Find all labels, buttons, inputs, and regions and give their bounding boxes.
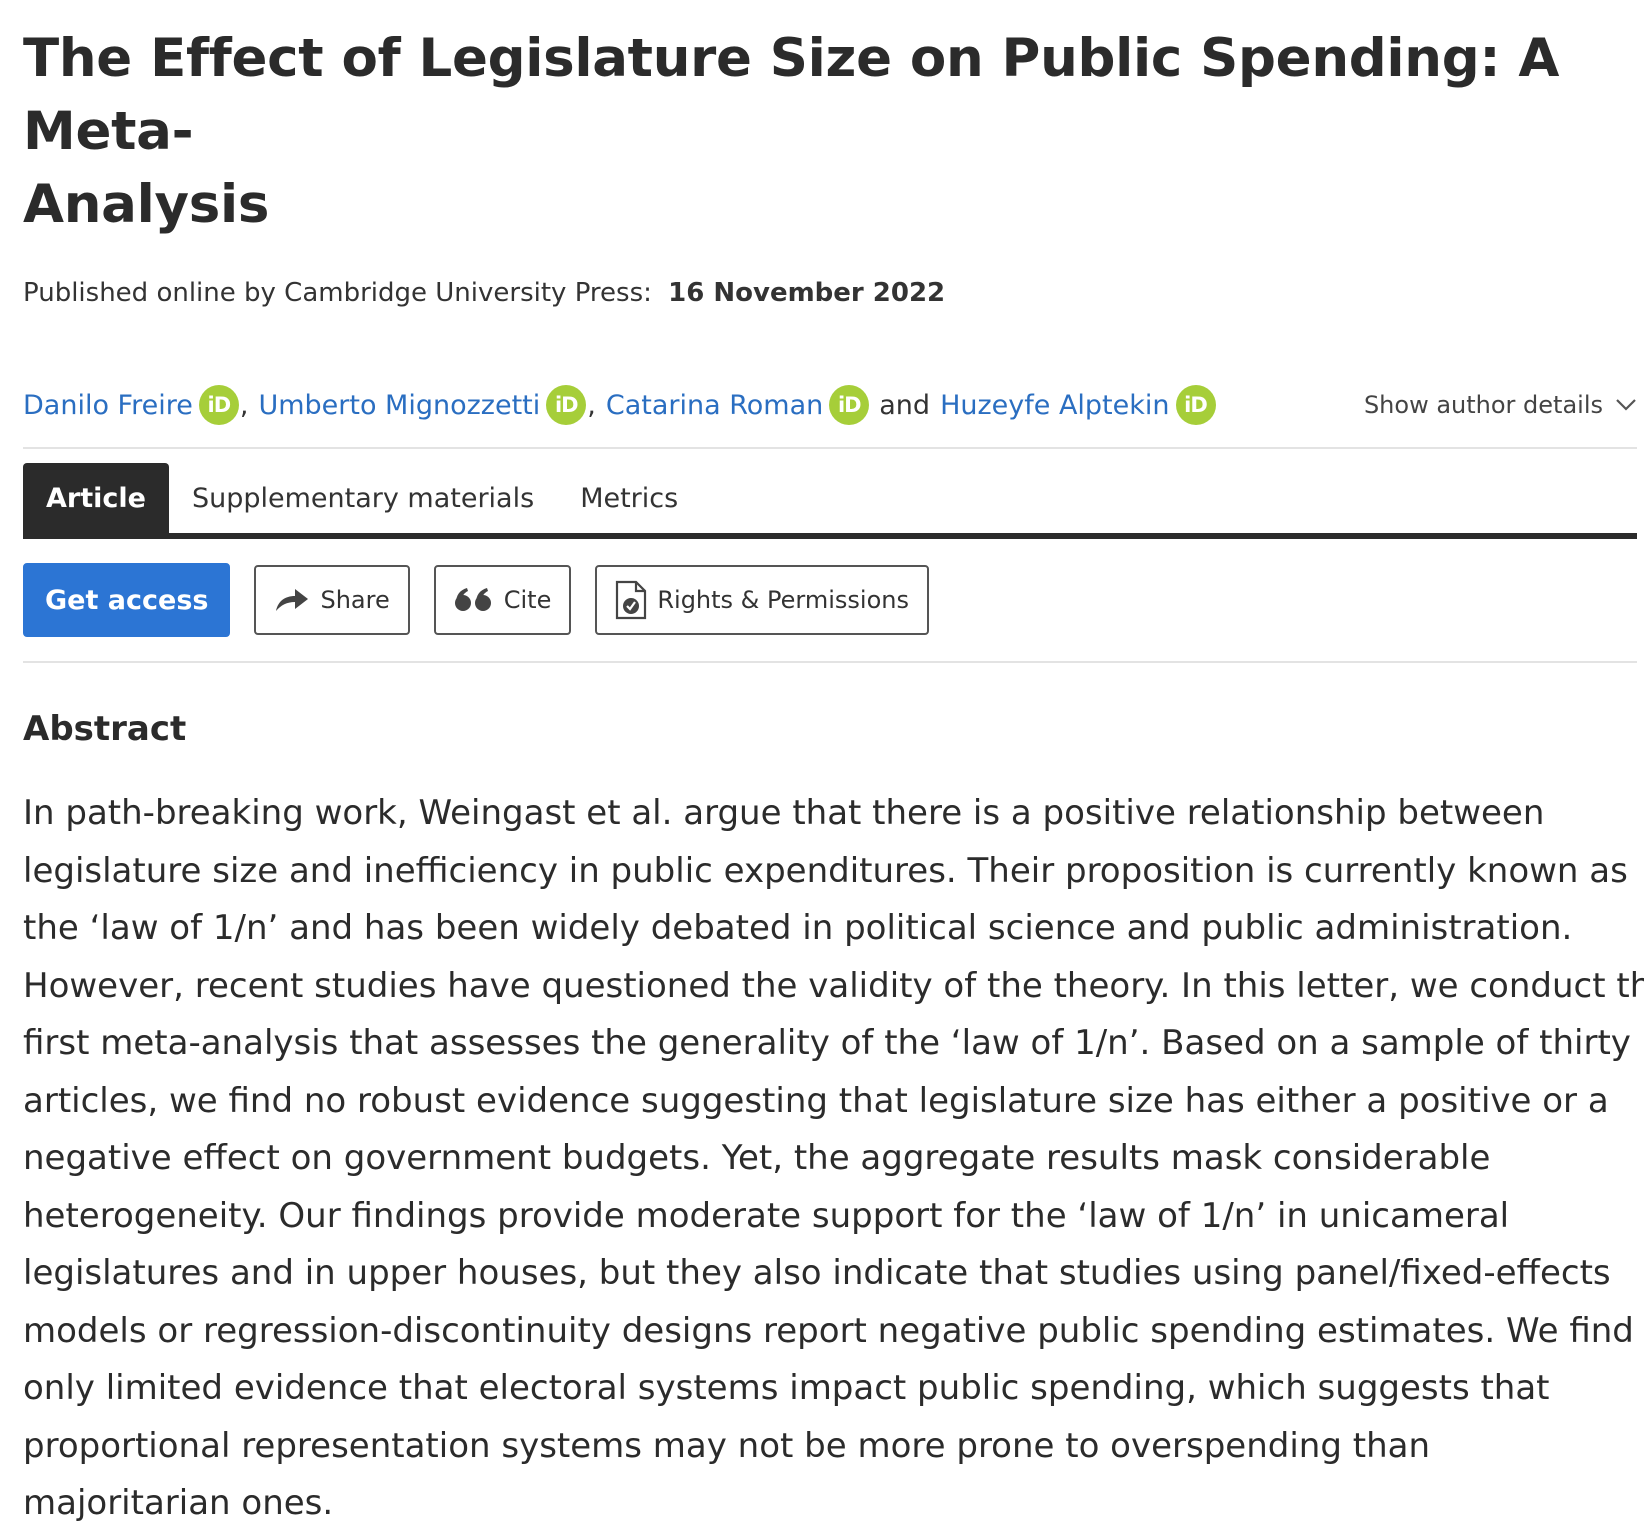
show-author-details-toggle[interactable]: Show author details [1364, 383, 1637, 427]
abstract-line: In path-breaking work, Weingast et al. a… [23, 793, 1545, 833]
abstract-line: only limited evidence that electoral sys… [23, 1368, 1550, 1408]
author-conjunction: and [879, 389, 931, 421]
abstract-line: However, recent studies have questioned … [23, 965, 1644, 1006]
author-separator: , [239, 389, 249, 421]
cite-label: Cite [503, 586, 552, 614]
show-author-details-label: Show author details [1363, 391, 1603, 419]
document-check-icon [615, 580, 647, 620]
abstract-line: legislatures and in upper houses, but th… [23, 1253, 1611, 1293]
chevron-down-icon [1615, 394, 1637, 416]
article-title-line-1: The Effect of Legislature Size on Public… [23, 28, 1560, 162]
get-access-label: Get access [45, 584, 209, 616]
author-link[interactable]: Huzeyfe Alptekin [940, 389, 1170, 421]
orcid-icon[interactable]: iD [1175, 385, 1216, 425]
share-arrow-icon [274, 587, 310, 613]
abstract-line: models or regression-discontinuity desig… [23, 1310, 1634, 1351]
rights-permissions-label: Rights & Permissions [657, 586, 909, 614]
quote-icon [454, 587, 494, 613]
article-title-line-2: Analysis [23, 174, 270, 235]
article-title: The Effect of Legislature Size on Public… [23, 22, 1637, 241]
published-date: 16 November 2022 [668, 278, 946, 308]
author-link[interactable]: Umberto Mignozzetti [258, 389, 541, 421]
abstract-line: articles, we find no robust evidence sug… [23, 1080, 1609, 1121]
orcid-icon[interactable]: iD [829, 385, 870, 425]
author-catarina-roman: Catarina Roman iD [605, 385, 870, 425]
tab-underline [23, 533, 1637, 539]
abstract-line: heterogeneity. Our findings provide mode… [23, 1195, 1510, 1236]
share-button[interactable]: Share [254, 565, 410, 635]
article-tabs: Article Supplementary materials Metrics [23, 463, 1637, 533]
tab-supplementary-materials[interactable]: Supplementary materials [191, 482, 535, 514]
divider [23, 661, 1637, 663]
publication-info: Published online by Cambridge University… [23, 275, 1637, 311]
author-list: Danilo Freire iD , Umberto Mignozzetti i… [23, 383, 1637, 427]
article-page: The Effect of Legislature Size on Public… [23, 28, 1644, 1523]
tab-metrics[interactable]: Metrics [580, 482, 679, 514]
article-header: The Effect of Legislature Size on Public… [23, 22, 1644, 1533]
author-umberto-mignozzetti: Umberto Mignozzetti iD [258, 385, 587, 425]
author-danilo-freire: Danilo Freire iD [23, 385, 239, 425]
orcid-icon[interactable]: iD [546, 385, 587, 425]
author-link[interactable]: Catarina Roman [605, 389, 824, 421]
action-toolbar: Get access Share [23, 563, 1637, 637]
share-label: Share [320, 586, 390, 614]
abstract-line: first meta-analysis that assesses the ge… [23, 1023, 1631, 1063]
abstract-line: proportional representation systems may … [23, 1425, 1430, 1466]
rights-permissions-button[interactable]: Rights & Permissions [595, 565, 929, 635]
author-link[interactable]: Danilo Freire [23, 389, 193, 421]
abstract-heading: Abstract [23, 709, 187, 749]
abstract-body: In path-breaking work, Weingast et al. a… [23, 785, 1644, 1533]
cite-button[interactable]: Cite [433, 565, 572, 635]
tab-article[interactable]: Article [23, 463, 169, 533]
orcid-icon[interactable]: iD [198, 385, 239, 425]
published-label: Published online by Cambridge University… [23, 278, 652, 308]
abstract-line: the ‘law of 1/n’ and has been widely deb… [23, 908, 1573, 948]
abstract-line: legislature size and inefficiency in pub… [23, 850, 1628, 891]
author-huzeyfe-alptekin: Huzeyfe Alptekin iD [940, 385, 1216, 425]
author-separator: , [587, 389, 596, 421]
abstract-line: negative effect on government budgets. Y… [23, 1138, 1491, 1178]
get-access-button[interactable]: Get access [23, 563, 231, 637]
divider [23, 447, 1637, 449]
